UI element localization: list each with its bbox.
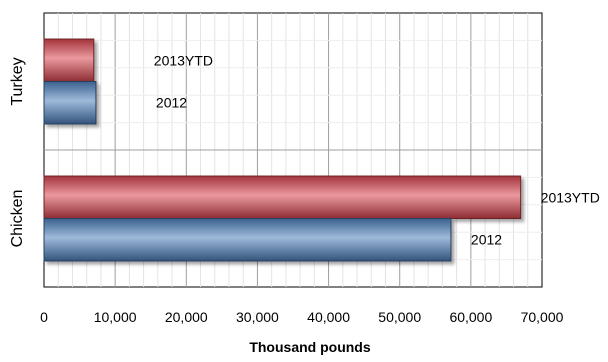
category-label: Turkey xyxy=(9,57,26,105)
bars xyxy=(43,38,522,262)
data-label: 2013YTD xyxy=(154,52,213,68)
data-label: 2012 xyxy=(471,232,502,248)
x-tick-label: 0 xyxy=(40,309,48,325)
data-labels: 2013YTD 2012 2013YTD 2012 xyxy=(154,52,600,247)
x-tick-label: 30,000 xyxy=(236,309,279,325)
x-tick-label: 60,000 xyxy=(449,309,492,325)
bar-turkey-2013ytd xyxy=(43,38,95,82)
bar-chicken-2013ytd xyxy=(43,175,522,219)
x-axis-title: Thousand pounds xyxy=(249,339,371,355)
x-tick-label: 50,000 xyxy=(378,309,421,325)
x-tick-label: 40,000 xyxy=(307,309,350,325)
data-label: 2013YTD xyxy=(541,189,600,205)
bar-chicken-2012 xyxy=(43,218,452,262)
data-label: 2012 xyxy=(156,95,187,111)
y-axis-categories: Turkey Chicken xyxy=(9,57,26,247)
category-label: Chicken xyxy=(9,190,26,248)
bar-turkey-2012 xyxy=(43,81,97,125)
x-tick-label: 70,000 xyxy=(521,309,564,325)
x-axis-ticks: 0 10,000 20,000 30,000 40,000 50,000 60,000 70,… xyxy=(40,309,564,325)
x-tick-label: 10,000 xyxy=(94,309,137,325)
x-tick-label: 20,000 xyxy=(165,309,208,325)
